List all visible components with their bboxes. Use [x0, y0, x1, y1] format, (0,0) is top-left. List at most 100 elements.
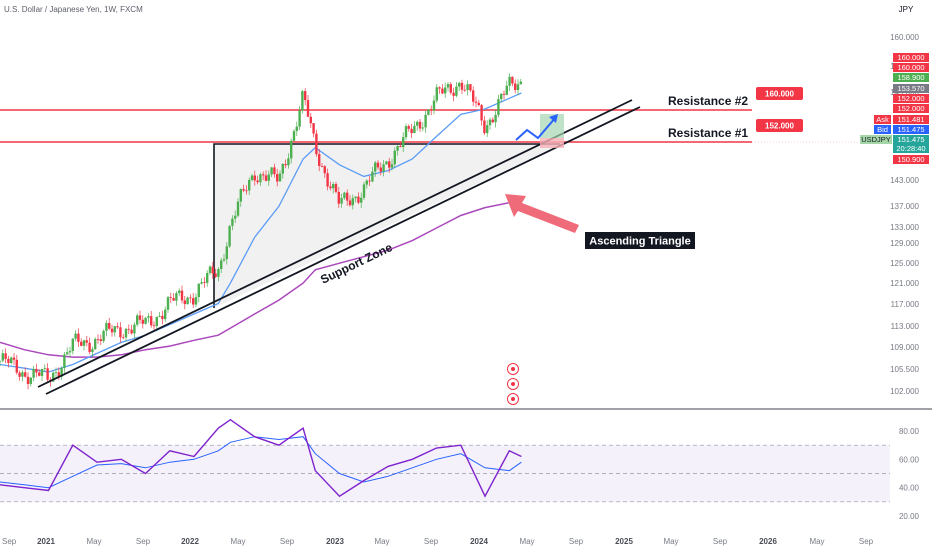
candle-body	[413, 125, 416, 133]
candle-body	[96, 339, 100, 340]
scale-tag-box	[893, 53, 929, 62]
candle-body	[497, 99, 500, 115]
candle-body	[404, 126, 408, 138]
resistance-2-label[interactable]: Resistance #2	[668, 94, 748, 108]
candle-body	[24, 372, 27, 377]
time-tick: May	[663, 537, 678, 546]
price-projection[interactable]	[515, 114, 564, 148]
resistance-2-tag[interactable]	[756, 87, 803, 100]
candle-body	[267, 174, 270, 181]
time-tick: Sep	[859, 537, 874, 546]
candle-body	[449, 84, 452, 93]
candle-body	[519, 81, 522, 85]
candle-body	[332, 184, 335, 189]
ascending-triangle-shape[interactable]	[213, 143, 562, 308]
scale-tag-text: 158.900	[897, 73, 924, 82]
scale-tag-box	[893, 94, 929, 103]
candle-body	[66, 352, 69, 355]
candle-body	[236, 201, 240, 216]
candle-body	[334, 184, 338, 192]
time-tick: Sep	[136, 537, 151, 546]
candle-body	[136, 315, 139, 325]
candle-body	[357, 196, 360, 203]
scale-tag-prefix: Ask	[876, 115, 889, 124]
time-axis[interactable]: Sep 2021 May Sep 2022 May Sep 2023 May Sep 2024 May…	[2, 537, 874, 546]
candle-body	[194, 297, 198, 305]
scale-tag-box	[893, 155, 929, 164]
price-tick: 117.000	[891, 300, 920, 309]
price-tick: 129.000	[890, 239, 919, 248]
ma-short-line	[0, 92, 522, 373]
candle-body	[287, 158, 290, 166]
candle-body	[239, 189, 242, 202]
ma-long-line	[0, 198, 522, 358]
candle-body	[172, 298, 175, 301]
candle-body	[278, 173, 282, 182]
candle-body	[197, 283, 200, 297]
arrow-shape[interactable]	[505, 194, 579, 233]
resistance-1-label[interactable]: Resistance #1	[668, 126, 748, 140]
scale-tag-box	[893, 104, 929, 113]
candle-body	[444, 87, 447, 94]
support-trendlines[interactable]	[37, 99, 641, 395]
candle-body	[161, 315, 164, 320]
candle-body	[441, 88, 444, 94]
scale-tag-box	[893, 63, 929, 72]
projection-path[interactable]	[515, 116, 557, 141]
candle-body	[379, 167, 382, 172]
time-tick: Sep	[424, 537, 439, 546]
time-tick: May	[230, 537, 245, 546]
scale-tag-text: 152.000	[897, 94, 924, 103]
rsi-axis[interactable]: 80.00 60.00 40.00 20.00	[899, 427, 920, 521]
candle-body	[511, 76, 514, 84]
candle-body	[396, 146, 399, 151]
time-tick: 2024	[470, 537, 488, 546]
candle-body	[276, 174, 279, 182]
candle-body	[463, 89, 466, 91]
time-tick: 2023	[326, 537, 344, 546]
rsi-tick: 20.00	[899, 512, 920, 521]
rsi-pane	[0, 418, 890, 503]
price-tick: 102.000	[890, 387, 919, 396]
pointer-arrow[interactable]	[505, 194, 579, 233]
triangle-outline[interactable]	[213, 143, 560, 308]
symbol-title[interactable]: U.S. Dollar / Japanese Yen, 1W, FXCM	[4, 5, 143, 14]
candle-body	[203, 282, 206, 283]
candle-body	[488, 119, 492, 126]
time-tick: May	[809, 537, 824, 546]
stop-zone-box[interactable]	[540, 138, 564, 148]
price-tick: 121.000	[890, 279, 919, 288]
candle-body	[298, 110, 301, 127]
currency-label[interactable]: JPY	[898, 5, 914, 14]
support-line-upper[interactable]	[37, 99, 633, 388]
candle-body	[26, 376, 30, 384]
candle-body	[376, 162, 380, 168]
event-icons[interactable]	[507, 363, 519, 405]
candle-body	[360, 197, 363, 203]
candle-body	[318, 154, 321, 166]
time-tick: May	[86, 537, 101, 546]
candle-body	[284, 164, 287, 166]
support-line-lower[interactable]	[45, 106, 641, 395]
candle-body	[180, 290, 184, 301]
candle-body	[200, 282, 203, 284]
candle-body	[94, 339, 97, 350]
candle-body	[248, 180, 251, 191]
candle-body	[0, 360, 2, 362]
candle-body	[46, 368, 49, 380]
time-tick: 2026	[759, 537, 777, 546]
time-tick: Sep	[569, 537, 584, 546]
candle-body	[150, 316, 153, 326]
candle-body	[245, 190, 248, 192]
candle-body	[346, 192, 349, 201]
candle-body	[119, 327, 122, 338]
scale-tag-box	[893, 115, 929, 124]
ascending-triangle-tag[interactable]	[585, 232, 695, 249]
countdown-text: 20:28:40	[896, 144, 925, 153]
candle-body	[52, 372, 55, 382]
resistance-1-tag[interactable]	[756, 119, 803, 132]
time-tick: 2021	[37, 537, 55, 546]
candle-body	[469, 84, 472, 91]
candle-body	[306, 100, 310, 117]
